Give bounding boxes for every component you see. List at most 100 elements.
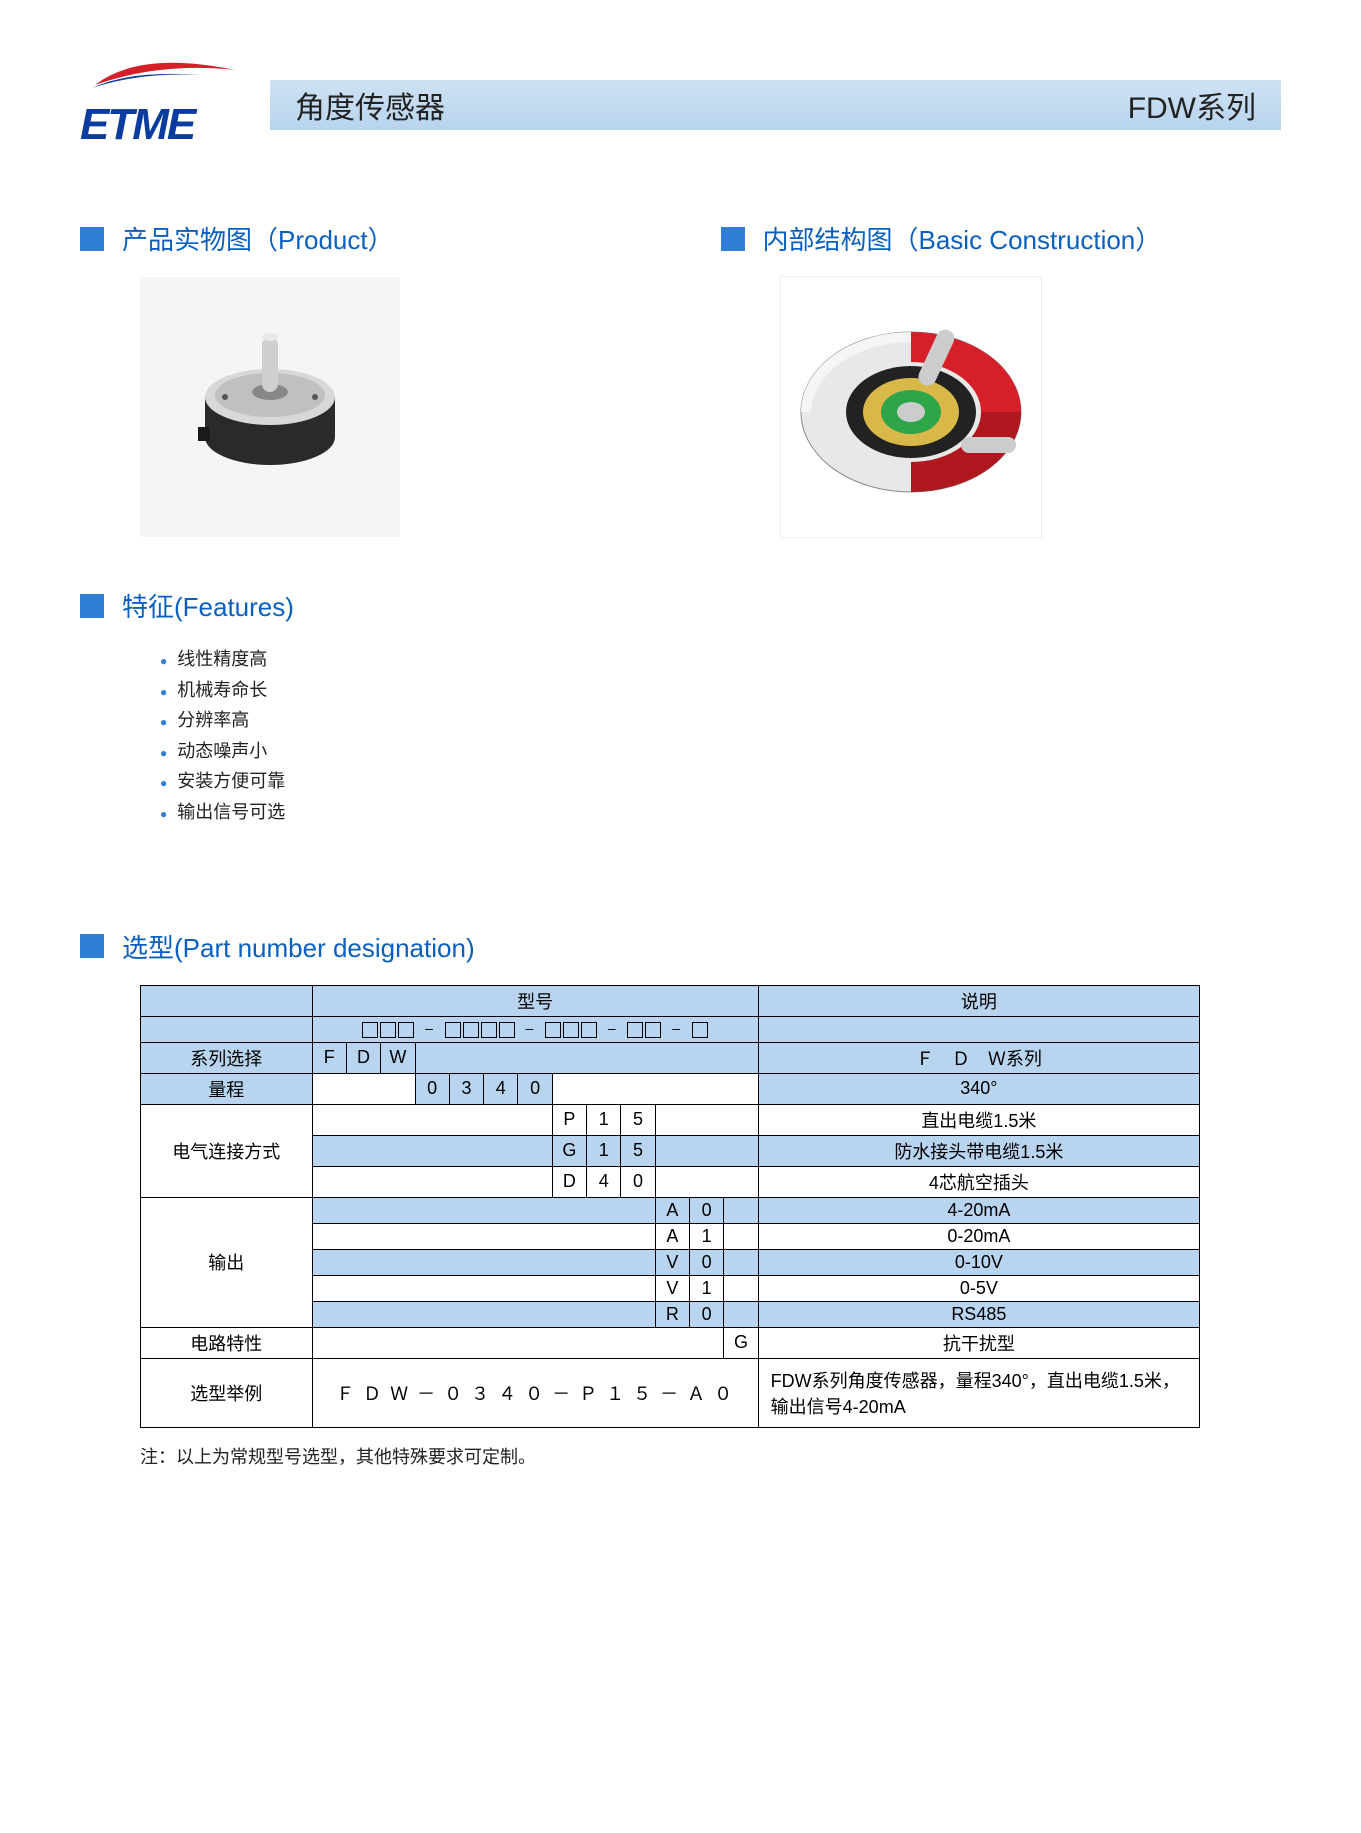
code-cell: 4	[484, 1073, 518, 1104]
blank-cell	[312, 1275, 655, 1301]
encoder-cutaway-icon	[781, 277, 1041, 537]
desc-cell: 直出电缆1.5米	[758, 1104, 1199, 1135]
section-product: 产品实物图（Product）	[80, 220, 641, 257]
blank-cell	[312, 1104, 552, 1135]
blank-cell	[655, 1135, 758, 1166]
blank-cell	[724, 1301, 758, 1327]
images-row: 产品实物图（Product） 内部结构图（Basic Construction）	[80, 200, 1281, 557]
blank-cell	[724, 1275, 758, 1301]
code-cell: 0	[690, 1301, 724, 1327]
desc-cell: 抗干扰型	[758, 1327, 1199, 1358]
code-cell: 4	[587, 1166, 621, 1197]
code-cell: 1	[690, 1275, 724, 1301]
series-label: FDW系列	[1128, 83, 1256, 127]
desc-cell: 0-20mA	[758, 1223, 1199, 1249]
row-label-range: 量程	[141, 1073, 313, 1104]
feature-item: 机械寿命长	[160, 675, 1281, 706]
code-cell: 0	[690, 1249, 724, 1275]
section-designation: 选型(Part number designation)	[80, 928, 1281, 965]
logo-swoosh-icon	[90, 60, 240, 90]
desc-cell: 4芯航空插头	[758, 1166, 1199, 1197]
code-cell: 0	[518, 1073, 552, 1104]
blank-cell	[312, 1073, 415, 1104]
code-cell: A	[655, 1223, 689, 1249]
code-cell: 5	[621, 1104, 655, 1135]
row-label-series: 系列选择	[141, 1042, 313, 1073]
part-number-table-wrap: 型号 说明 – – – – 系列选择 F D W Ｆ Ｄ Ｗ系列 量程 0 3	[140, 985, 1281, 1428]
desc-cell: 340°	[758, 1073, 1199, 1104]
example-code: Ｆ Ｄ Ｗ － ０ ３ ４ ０ － Ｐ １ ５ － Ａ ０	[312, 1358, 758, 1427]
section-construction-label: 内部结构图（Basic Construction）	[763, 220, 1162, 257]
footnote: 注：以上为常规型号选型，其他特殊要求可定制。	[140, 1443, 1281, 1469]
section-construction: 内部结构图（Basic Construction）	[721, 220, 1282, 257]
header-model: 型号	[312, 985, 758, 1016]
pattern-cell: – – – –	[312, 1016, 758, 1042]
blank-cell	[758, 1016, 1199, 1042]
features-list: 线性精度高 机械寿命长 分辨率高 动态噪声小 安装方便可靠 输出信号可选	[160, 644, 1281, 828]
code-cell: V	[655, 1275, 689, 1301]
header-row: ETME 角度传感器 FDW系列	[80, 60, 1281, 150]
feature-item: 输出信号可选	[160, 797, 1281, 828]
header-desc: 说明	[758, 985, 1199, 1016]
blank-cell	[141, 985, 313, 1016]
logo: ETME	[80, 60, 250, 150]
square-bullet-icon	[80, 227, 104, 251]
desc-cell: Ｆ Ｄ Ｗ系列	[758, 1042, 1199, 1073]
construction-col: 内部结构图（Basic Construction）	[721, 200, 1282, 557]
square-bullet-icon	[80, 594, 104, 618]
title-bar: 角度传感器 FDW系列	[270, 80, 1281, 130]
logo-text: ETME	[80, 100, 194, 150]
blank-cell	[552, 1073, 758, 1104]
row-label-conn: 电气连接方式	[141, 1104, 313, 1197]
row-label-output: 输出	[141, 1197, 313, 1327]
code-cell: G	[552, 1135, 586, 1166]
desc-cell: 0-5V	[758, 1275, 1199, 1301]
blank-cell	[724, 1223, 758, 1249]
square-bullet-icon	[80, 934, 104, 958]
code-cell: D	[552, 1166, 586, 1197]
code-cell: 1	[587, 1135, 621, 1166]
desc-cell: 4-20mA	[758, 1197, 1199, 1223]
blank-cell	[312, 1327, 724, 1358]
blank-cell	[655, 1166, 758, 1197]
blank-cell	[312, 1135, 552, 1166]
desc-cell: 防水接头带电缆1.5米	[758, 1135, 1199, 1166]
construction-image	[781, 277, 1041, 537]
code-cell: P	[552, 1104, 586, 1135]
code-cell: 3	[449, 1073, 483, 1104]
feature-item: 分辨率高	[160, 705, 1281, 736]
row-label-example: 选型举例	[141, 1358, 313, 1427]
encoder-product-icon	[170, 307, 370, 507]
code-cell: A	[655, 1197, 689, 1223]
section-features-label: 特征(Features)	[122, 587, 294, 624]
code-cell: D	[346, 1042, 380, 1073]
blank-cell	[141, 1016, 313, 1042]
part-number-table: 型号 说明 – – – – 系列选择 F D W Ｆ Ｄ Ｗ系列 量程 0 3	[140, 985, 1200, 1428]
code-cell: 1	[587, 1104, 621, 1135]
code-cell: 0	[690, 1197, 724, 1223]
title-cn: 角度传感器	[295, 83, 445, 127]
desc-cell: 0-10V	[758, 1249, 1199, 1275]
code-cell: 1	[690, 1223, 724, 1249]
product-col: 产品实物图（Product）	[80, 200, 641, 557]
code-cell: 5	[621, 1135, 655, 1166]
code-cell: F	[312, 1042, 346, 1073]
code-cell: 0	[621, 1166, 655, 1197]
blank-cell	[724, 1249, 758, 1275]
desc-cell: RS485	[758, 1301, 1199, 1327]
blank-cell	[312, 1197, 655, 1223]
blank-cell	[655, 1104, 758, 1135]
code-cell: W	[381, 1042, 415, 1073]
section-product-label: 产品实物图（Product）	[122, 220, 394, 257]
product-image	[140, 277, 400, 537]
section-features: 特征(Features)	[80, 587, 1281, 624]
feature-item: 安装方便可靠	[160, 766, 1281, 797]
row-label-circuit: 电路特性	[141, 1327, 313, 1358]
feature-item: 线性精度高	[160, 644, 1281, 675]
code-cell: 0	[415, 1073, 449, 1104]
blank-cell	[312, 1223, 655, 1249]
feature-item: 动态噪声小	[160, 736, 1281, 767]
example-desc: FDW系列角度传感器，量程340°，直出电缆1.5米，输出信号4-20mA	[758, 1358, 1199, 1427]
code-cell: R	[655, 1301, 689, 1327]
code-cell: G	[724, 1327, 758, 1358]
